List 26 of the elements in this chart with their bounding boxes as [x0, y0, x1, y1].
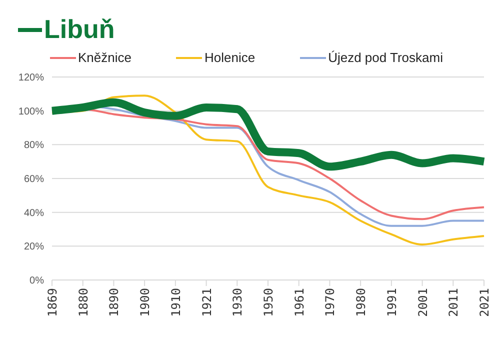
x-tick-label: 2001 [416, 288, 430, 317]
x-tick-label: 1921 [200, 288, 214, 317]
x-tick-label: 1961 [292, 288, 306, 317]
y-tick-label: 80% [24, 140, 44, 152]
x-tick-label: 2021 [478, 288, 492, 317]
x-tick-label: 1930 [230, 288, 245, 317]
legend-label: Libuň [43, 14, 115, 45]
x-tick-label: 1900 [138, 288, 152, 317]
x-tick-label: 1910 [168, 288, 183, 317]
x-tick-label: 1950 [262, 288, 276, 317]
y-tick-label: 120% [18, 72, 44, 84]
y-tick-label: 0% [30, 276, 44, 287]
x-tick-label: 1880 [76, 288, 90, 317]
legend-label: Újezd pod Troskami [327, 50, 443, 65]
x-tick-label: 1869 [46, 288, 60, 317]
y-tick-label: 100% [18, 106, 44, 118]
x-tick-label: 1970 [323, 288, 338, 317]
x-tick-label: 1890 [107, 288, 122, 317]
x-tick-label: 1980 [354, 288, 368, 317]
y-tick-label: 20% [24, 242, 44, 253]
x-tick-label: 2011 [446, 288, 461, 317]
legend-label: Holenice [203, 50, 256, 65]
y-tick-label: 60% [24, 174, 44, 186]
y-tick-label: 40% [24, 208, 44, 219]
legend-label: Kněžnice [77, 50, 132, 65]
x-tick-label: 1991 [384, 288, 399, 317]
